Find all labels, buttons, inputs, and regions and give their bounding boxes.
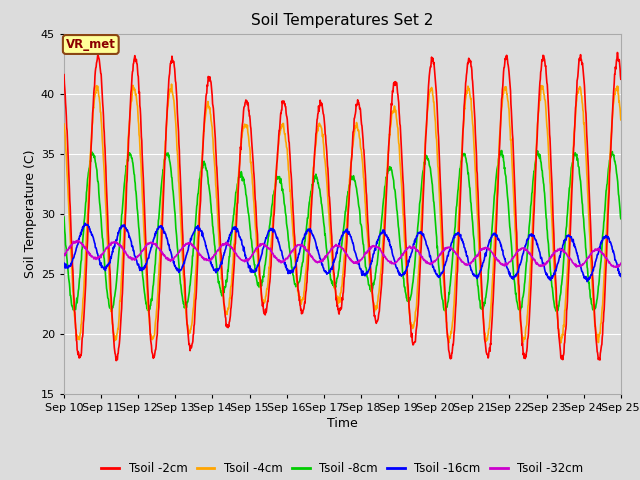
Legend: Tsoil -2cm, Tsoil -4cm, Tsoil -8cm, Tsoil -16cm, Tsoil -32cm: Tsoil -2cm, Tsoil -4cm, Tsoil -8cm, Tsoi… [97,457,588,480]
Title: Soil Temperatures Set 2: Soil Temperatures Set 2 [252,13,433,28]
Text: VR_met: VR_met [66,38,116,51]
Y-axis label: Soil Temperature (C): Soil Temperature (C) [24,149,36,278]
X-axis label: Time: Time [327,417,358,430]
